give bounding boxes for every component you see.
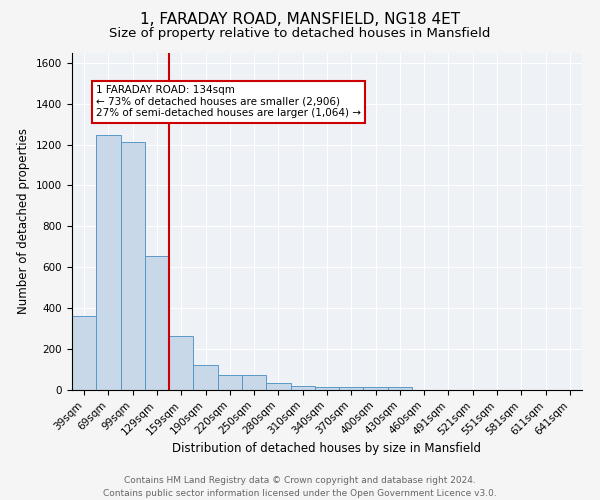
Text: Size of property relative to detached houses in Mansfield: Size of property relative to detached ho… — [109, 28, 491, 40]
Bar — [388, 387, 412, 390]
Bar — [96, 136, 121, 390]
Bar — [315, 387, 339, 390]
Text: 1, FARADAY ROAD, MANSFIELD, NG18 4ET: 1, FARADAY ROAD, MANSFIELD, NG18 4ET — [140, 12, 460, 28]
Bar — [193, 366, 218, 390]
Bar — [145, 256, 169, 390]
Bar — [339, 387, 364, 390]
Bar — [121, 142, 145, 390]
Text: Contains HM Land Registry data © Crown copyright and database right 2024.
Contai: Contains HM Land Registry data © Crown c… — [103, 476, 497, 498]
Bar — [169, 336, 193, 390]
Bar — [72, 316, 96, 390]
Bar — [364, 387, 388, 390]
Bar — [290, 386, 315, 390]
Text: 1 FARADAY ROAD: 134sqm
← 73% of detached houses are smaller (2,906)
27% of semi-: 1 FARADAY ROAD: 134sqm ← 73% of detached… — [96, 85, 361, 118]
Bar — [266, 383, 290, 390]
Bar — [242, 374, 266, 390]
Y-axis label: Number of detached properties: Number of detached properties — [17, 128, 31, 314]
Bar — [218, 374, 242, 390]
X-axis label: Distribution of detached houses by size in Mansfield: Distribution of detached houses by size … — [173, 442, 482, 455]
